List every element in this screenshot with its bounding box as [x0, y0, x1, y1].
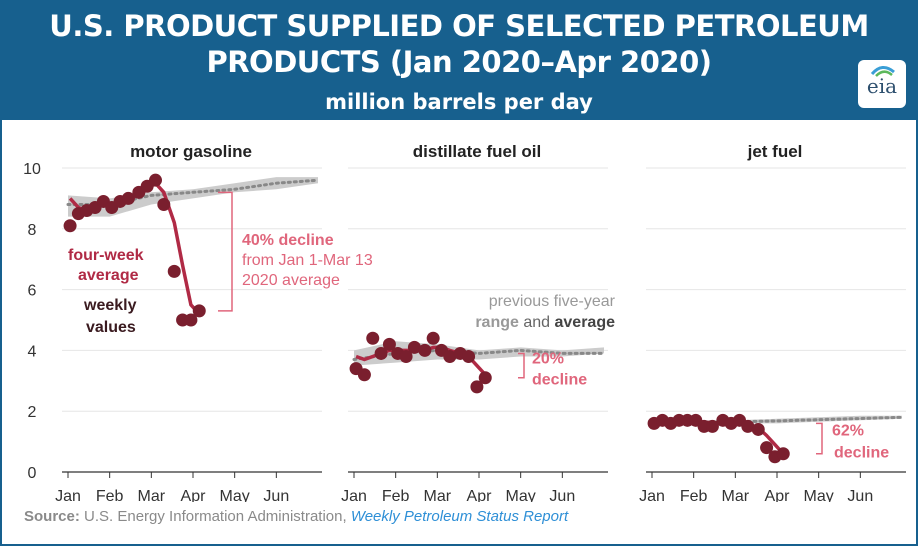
weekly-value-point — [382, 337, 396, 351]
y-tick-label: 4 — [28, 343, 37, 360]
weekly-value-point — [705, 419, 719, 433]
x-tick-label: May — [506, 488, 536, 502]
legend-note-line: range and average — [475, 314, 615, 331]
x-tick-label: Feb — [382, 488, 410, 502]
decline-annotation-note: decline — [834, 444, 889, 461]
weekly-value-point — [462, 349, 476, 363]
decline-bracket — [816, 422, 823, 455]
x-tick-label: May — [804, 488, 834, 502]
four-week-average-label: four-week — [68, 247, 144, 264]
x-tick-label: Mar — [722, 488, 750, 502]
legend-range-word: range — [475, 314, 519, 331]
title-line-1: U.S. PRODUCT SUPPLIED OF SELECTED PETROL… — [49, 9, 869, 43]
weekly-value-point — [399, 349, 413, 363]
decline-annotation-note: decline — [532, 371, 587, 388]
weekly-value-point — [149, 173, 162, 187]
source-report-link[interactable]: Weekly Petroleum Status Report — [350, 508, 569, 525]
weekly-value-point — [776, 447, 790, 461]
chart-title: U.S. PRODUCT SUPPLIED OF SELECTED PETROL… — [2, 8, 916, 80]
panel-title: jet fuel — [747, 142, 803, 161]
x-tick-label: Jan — [55, 488, 81, 502]
weekly-value-point — [167, 264, 181, 278]
weekly-value-point — [751, 422, 765, 436]
x-tick-label: May — [220, 488, 250, 502]
eia-logo-text: eia — [866, 74, 898, 98]
weekly-value-point — [157, 197, 171, 211]
weekly-value-point — [184, 313, 198, 327]
eia-logo: eia — [858, 60, 906, 108]
x-tick-label: Apr — [765, 488, 791, 502]
legend-note-line: previous five-year — [489, 293, 616, 310]
weekly-value-point — [192, 304, 206, 318]
y-tick-label: 6 — [28, 283, 37, 300]
chart-subtitle: million barrels per day — [325, 90, 593, 114]
weekly-value-point — [121, 191, 135, 205]
x-tick-label: Apr — [467, 488, 493, 502]
panel-title: distillate fuel oil — [413, 142, 541, 161]
y-tick-label: 2 — [28, 404, 37, 421]
weekly-value-point — [443, 349, 457, 363]
decline-annotation: 20% — [532, 350, 564, 367]
eia-logo-swoosh-icon — [870, 66, 895, 77]
title-line-2: PRODUCTS (Jan 2020–Apr 2020) — [206, 45, 712, 79]
weekly-value-point — [426, 331, 440, 345]
weekly-values-label: values — [86, 319, 136, 336]
chart-area: 0 2 4 6 8 10 Jan Feb Mar Apr May Jun motor gasoline 4… — [23, 142, 906, 502]
x-tick-label: Jun — [549, 488, 575, 502]
four-week-average-label: average — [78, 267, 139, 284]
source-note: Source: U.S. Energy Information Administ… — [24, 508, 568, 525]
x-tick-label: Jan — [639, 488, 665, 502]
weekly-value-point — [760, 441, 774, 455]
header-banner: U.S. PRODUCT SUPPLIED OF SELECTED PETROL… — [2, 2, 916, 120]
weekly-value-point — [374, 346, 388, 360]
decline-annotation-note: 2020 average — [242, 272, 340, 289]
x-tick-label: Jun — [263, 488, 289, 502]
weekly-value-point — [357, 368, 371, 382]
x-tick-label: Apr — [181, 488, 207, 502]
weekly-value-point — [407, 340, 421, 354]
x-tick-label: Feb — [96, 488, 124, 502]
decline-annotation: 40% decline — [242, 232, 334, 249]
x-tick-label: Feb — [680, 488, 708, 502]
decline-annotation: 62% — [832, 422, 864, 439]
decline-bracket — [518, 352, 525, 379]
weekly-value-point — [63, 219, 77, 233]
weekly-value-point — [478, 371, 492, 385]
decline-bracket — [218, 191, 233, 312]
panel-title: motor gasoline — [130, 142, 252, 161]
source-label: Source: — [24, 508, 80, 525]
y-tick-label: 10 — [23, 161, 41, 178]
weekly-value-point — [470, 380, 484, 394]
legend-average-word: average — [555, 314, 616, 331]
x-tick-label: Mar — [424, 488, 452, 502]
y-tick-label: 0 — [28, 465, 37, 482]
x-tick-label: Jan — [341, 488, 367, 502]
weekly-value-point — [418, 343, 432, 357]
weekly-value-point — [741, 419, 755, 433]
y-tick-label: 8 — [28, 222, 37, 239]
source-agency: U.S. Energy Information Administration, — [79, 508, 351, 525]
x-tick-label: Jun — [847, 488, 873, 502]
weekly-value-point — [366, 331, 380, 345]
legend-and-word: and — [519, 314, 555, 331]
x-tick-label: Mar — [138, 488, 166, 502]
decline-annotation-note: from Jan 1-Mar 13 — [242, 252, 373, 269]
weekly-values-label: weekly — [83, 297, 137, 314]
